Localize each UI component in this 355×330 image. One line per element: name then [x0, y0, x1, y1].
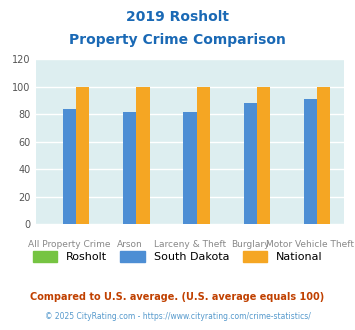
Text: Motor Vehicle Theft: Motor Vehicle Theft	[267, 240, 354, 249]
Bar	[183, 112, 197, 224]
Text: All Property Crime: All Property Crime	[28, 240, 111, 249]
Legend: Rosholt, South Dakota, National: Rosholt, South Dakota, National	[28, 247, 327, 267]
Bar	[63, 109, 76, 224]
Text: Larceny & Theft: Larceny & Theft	[154, 240, 226, 249]
Bar	[257, 87, 270, 224]
Text: 2019 Rosholt: 2019 Rosholt	[126, 10, 229, 24]
Bar	[304, 99, 317, 224]
Bar	[76, 87, 89, 224]
Bar	[136, 87, 149, 224]
Text: Burglary: Burglary	[231, 240, 269, 249]
Bar	[244, 103, 257, 224]
Text: Property Crime Comparison: Property Crime Comparison	[69, 33, 286, 47]
Bar	[317, 87, 330, 224]
Bar	[197, 87, 210, 224]
Text: © 2025 CityRating.com - https://www.cityrating.com/crime-statistics/: © 2025 CityRating.com - https://www.city…	[45, 312, 310, 321]
Text: Compared to U.S. average. (U.S. average equals 100): Compared to U.S. average. (U.S. average …	[31, 292, 324, 302]
Text: Arson: Arson	[117, 240, 143, 249]
Bar	[123, 112, 136, 224]
